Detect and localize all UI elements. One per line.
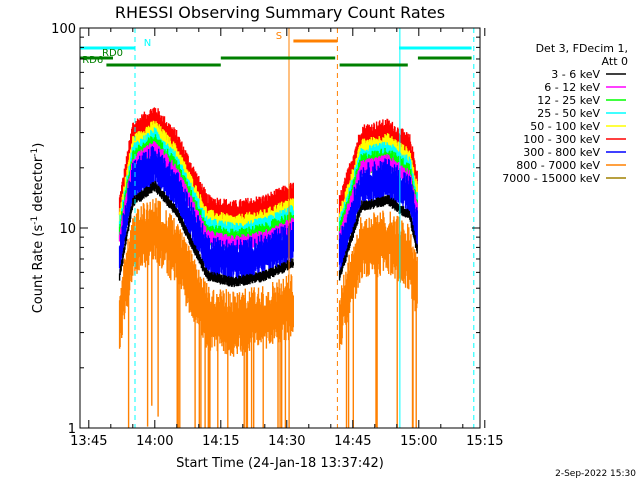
- x-tick-label: 14:00: [136, 434, 173, 449]
- legend-label: 12 - 25 keV: [537, 94, 600, 107]
- x-tick-label: 15:15: [466, 434, 503, 449]
- x-axis-label: Start Time (24-Jan-18 13:37:42): [176, 456, 384, 471]
- legend-header: Det 3, FDecim 1,: [536, 42, 628, 55]
- band-300-800-kev: [118, 146, 418, 283]
- y-axis-label-part: ): [31, 143, 46, 148]
- x-tick-label: 14:15: [202, 434, 239, 449]
- legend-header: Att 0: [602, 55, 628, 68]
- y-tick-label: 100: [51, 22, 76, 37]
- x-tick-label: 13:45: [70, 434, 107, 449]
- y-axis-label-part: detector: [31, 156, 46, 216]
- legend-label: 300 - 800 keV: [523, 146, 600, 159]
- flag-label-rd6: RD6: [82, 55, 103, 66]
- band-trace: [118, 198, 294, 428]
- legend-label: 25 - 50 keV: [537, 107, 600, 120]
- legend-label: 3 - 6 keV: [551, 68, 600, 81]
- legend-label: 7000 - 15000 keV: [502, 172, 600, 185]
- flag-label-rd0: RD0: [102, 48, 123, 59]
- band-trace: [118, 146, 294, 283]
- legend-label: 800 - 7000 keV: [516, 159, 600, 172]
- y-axis-label: Count Rate (s-1 detector-1): [30, 143, 46, 314]
- y-axis-label-exponent: -1: [30, 216, 40, 225]
- y-axis-label-exponent: -1: [30, 148, 40, 157]
- legend-label: 50 - 100 keV: [530, 120, 600, 133]
- chart-title: RHESSI Observing Summary Count Rates: [115, 3, 445, 22]
- band-trace: [338, 210, 418, 428]
- legend-label: 100 - 300 keV: [523, 133, 600, 146]
- y-axis-label-part: Count Rate (s: [31, 225, 46, 314]
- x-tick-label: 15:00: [400, 434, 437, 449]
- band-800-7000-kev: [118, 198, 418, 428]
- flag-label-n: N: [144, 38, 151, 49]
- band-trace: [118, 180, 294, 288]
- x-tick-label: 14:45: [334, 434, 371, 449]
- y-tick-label: 1: [68, 422, 76, 437]
- y-tick-label: 10: [59, 222, 76, 237]
- x-tick-label: 14:30: [268, 434, 305, 449]
- flag-label-s: S: [276, 31, 282, 42]
- legend-label: 6 - 12 keV: [544, 81, 600, 94]
- footer-timestamp: 2-Sep-2022 15:30: [555, 469, 636, 479]
